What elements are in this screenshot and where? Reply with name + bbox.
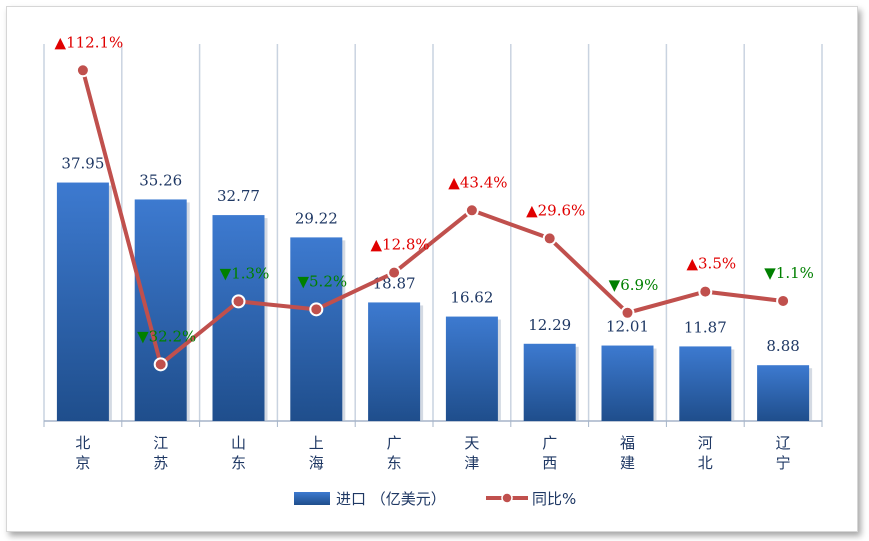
category-label: 天 xyxy=(464,434,479,452)
line-value-label: ▼1.3% xyxy=(220,264,270,282)
category-label: 山 xyxy=(231,434,246,452)
category-label: 河 xyxy=(698,434,713,452)
line-value-label: ▲12.8% xyxy=(370,236,429,254)
line-point xyxy=(309,302,324,317)
bar xyxy=(679,346,732,421)
line-value-label: ▲43.4% xyxy=(448,173,507,191)
plot-area xyxy=(43,44,823,427)
legend: 进口 （亿美元） 同比% xyxy=(294,490,576,508)
line-value-labels: ▲112.1% ▼32.2% ▼1.3% ▼5.2% ▲12.8% ▲43.4% ▲29.6… xyxy=(55,33,814,345)
bar xyxy=(56,182,109,421)
category-label: 江 xyxy=(153,434,168,452)
category-label: 上 xyxy=(309,434,324,452)
bar xyxy=(757,365,810,421)
bar-value-label: 12.01 xyxy=(606,318,649,336)
legend-bar-swatch xyxy=(294,492,330,505)
line-point xyxy=(620,305,635,320)
line-point xyxy=(231,294,246,309)
line-point xyxy=(464,203,479,218)
category-label: 苏 xyxy=(153,454,168,472)
category-label: 建 xyxy=(620,454,635,472)
line-value-label: ▲29.6% xyxy=(526,201,585,219)
category-label: 北 xyxy=(75,434,90,452)
bar-value-label: 16.62 xyxy=(450,289,493,307)
category-label: 北 xyxy=(698,454,713,472)
bar-value-label: 32.77 xyxy=(217,187,260,205)
line-point xyxy=(75,63,90,78)
line-value-label: ▼32.2% xyxy=(137,327,196,345)
bar-value-label: 11.87 xyxy=(684,318,727,336)
line-value-label: ▼6.9% xyxy=(609,276,659,294)
bar xyxy=(290,237,343,421)
line-point xyxy=(698,284,713,299)
bar xyxy=(445,316,498,421)
category-label: 海 xyxy=(309,454,324,472)
line-value-label: ▼1.1% xyxy=(764,264,814,282)
category-label: 宁 xyxy=(776,454,791,472)
bar-value-label: 37.95 xyxy=(61,155,104,173)
category-label: 东 xyxy=(231,454,246,472)
line-value-label: ▲3.5% xyxy=(686,255,736,273)
line-value-label: ▲112.1% xyxy=(55,33,124,51)
legend-line-label: 同比% xyxy=(532,490,576,508)
category-label: 广 xyxy=(387,434,402,452)
bar-value-label: 29.22 xyxy=(295,209,338,227)
legend-bar-label: 进口 （亿美元） xyxy=(336,490,446,508)
bar xyxy=(368,302,421,421)
line-point xyxy=(153,357,168,372)
bar xyxy=(601,345,654,421)
line-path xyxy=(80,69,784,367)
category-label: 辽 xyxy=(776,434,791,452)
bar xyxy=(523,343,576,421)
category-label: 西 xyxy=(542,454,557,472)
line-value-label: ▼5.2% xyxy=(297,272,347,290)
legend-line-marker xyxy=(501,492,513,504)
bar-value-label: 12.29 xyxy=(528,316,571,334)
bar xyxy=(212,215,265,421)
bar-value-label: 8.88 xyxy=(766,337,799,355)
line-series xyxy=(75,63,791,372)
bar-value-label: 35.26 xyxy=(139,171,182,189)
category-label: 福 xyxy=(620,434,635,452)
line-point xyxy=(542,231,557,246)
bar-series xyxy=(56,182,813,421)
line-point xyxy=(387,265,402,280)
category-label: 东 xyxy=(387,454,402,472)
line-point xyxy=(776,293,791,308)
category-label: 广 xyxy=(542,434,557,452)
bar xyxy=(134,199,187,421)
category-label: 津 xyxy=(464,454,479,472)
category-label: 京 xyxy=(75,454,90,472)
